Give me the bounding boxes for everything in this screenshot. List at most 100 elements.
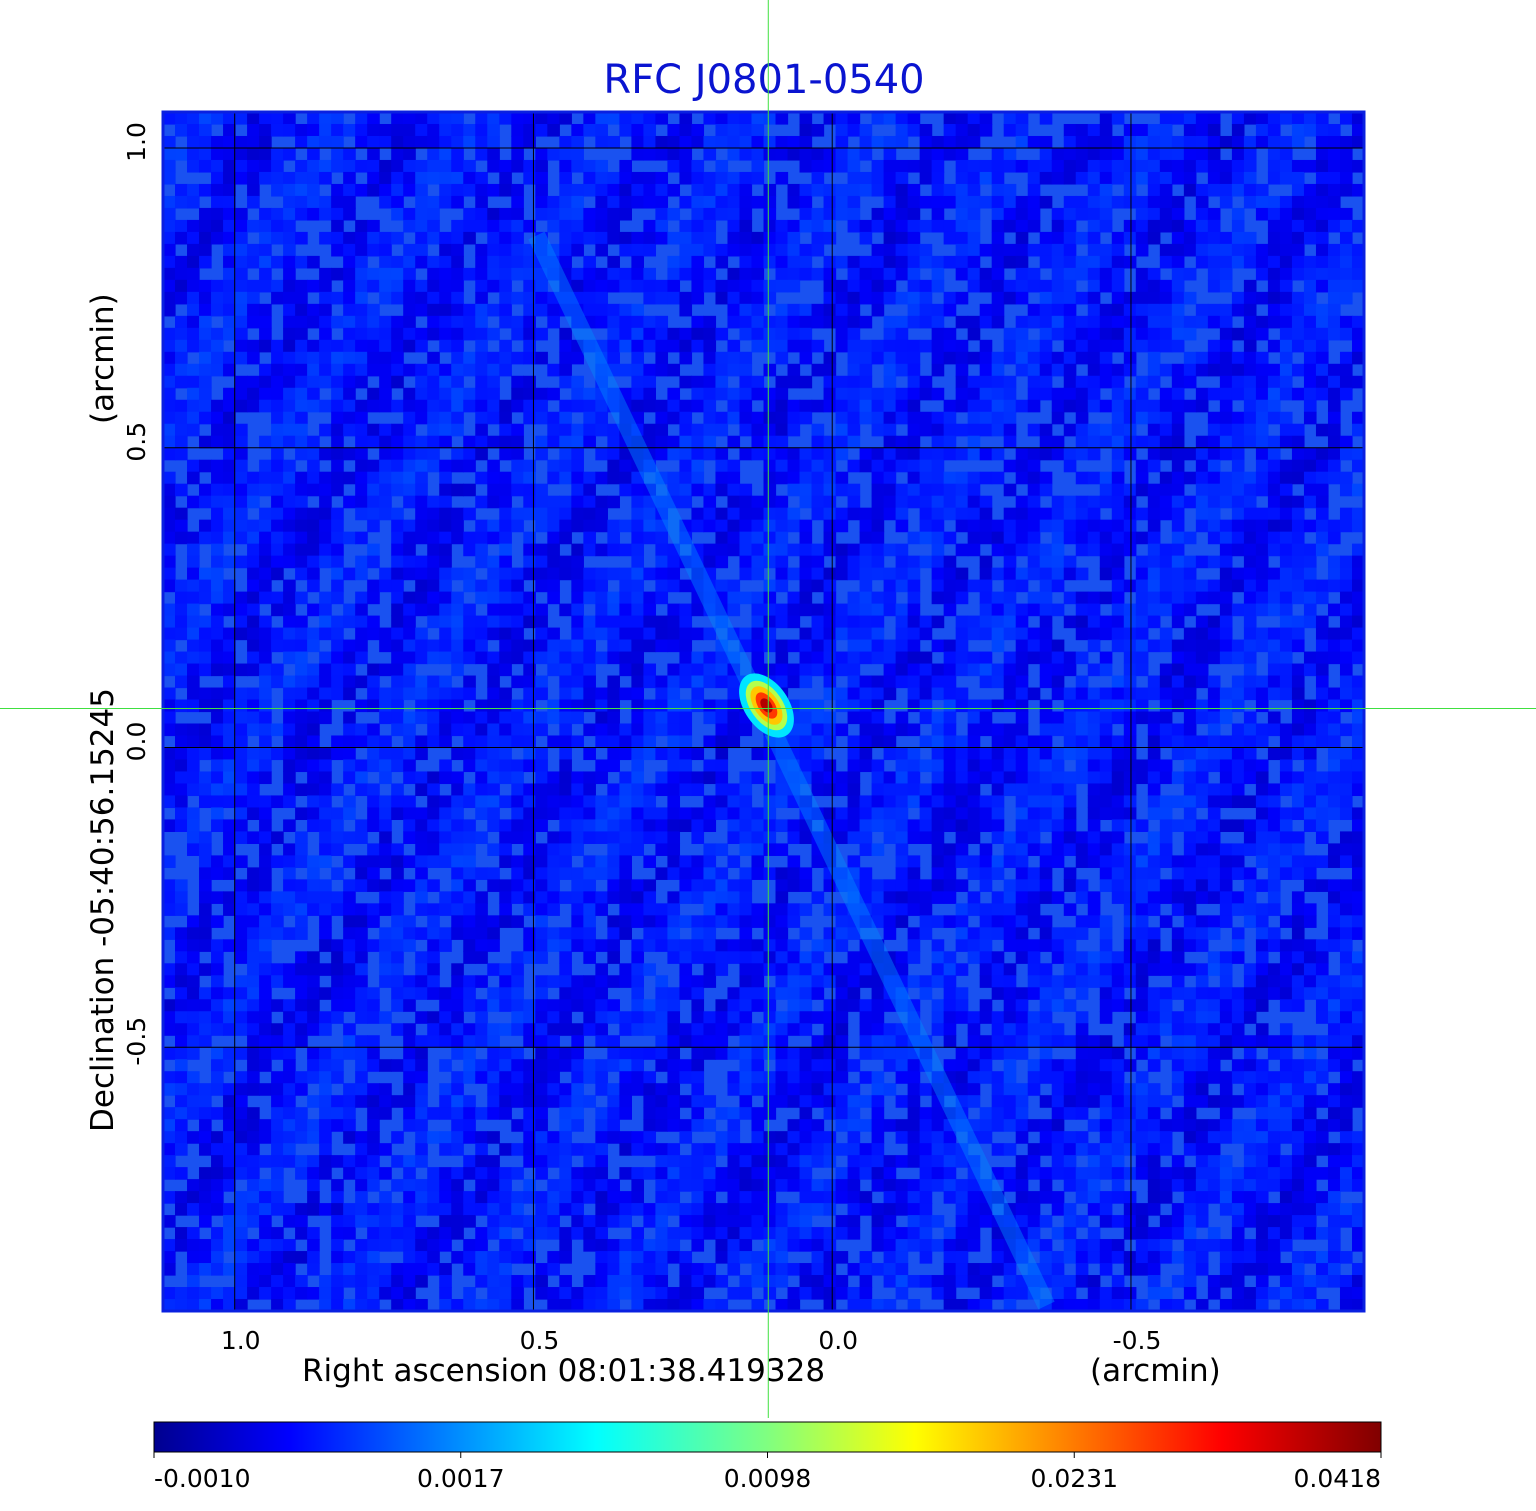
noise-pixel [487,879,500,892]
noise-pixel [895,579,909,593]
noise-pixel [607,495,620,509]
noise-pixel [511,267,524,281]
noise-pixel [607,1203,620,1216]
noise-pixel [595,807,608,821]
noise-pixel [343,183,356,197]
noise-pixel [235,1263,248,1276]
noise-pixel [295,183,308,197]
noise-pixel [631,483,644,497]
noise-pixel [211,531,224,545]
noise-pixel [283,195,296,209]
noise-pixel [859,975,873,988]
noise-pixel [499,1023,512,1036]
noise-pixel [271,447,284,461]
noise-pixel [223,195,236,209]
noise-pixel [523,507,536,521]
noise-pixel [307,1011,320,1024]
noise-pixel [343,915,356,928]
noise-pixel [439,112,452,125]
noise-pixel [727,1107,741,1120]
noise-pixel [655,639,669,653]
noise-pixel [763,1275,777,1288]
noise-pixel [235,603,248,617]
noise-pixel [415,639,428,653]
noise-pixel [907,639,921,653]
noise-pixel [427,1263,440,1276]
noise-pixel [883,903,897,916]
noise-pixel [883,1155,897,1168]
noise-pixel [679,243,693,257]
noise-pixel [799,219,813,233]
noise-pixel [283,555,296,569]
noise-pixel [655,843,669,856]
noise-pixel [163,1047,176,1060]
noise-pixel [619,423,632,437]
noise-pixel [175,939,188,952]
noise-pixel [391,627,404,641]
noise-pixel [403,112,416,125]
noise-pixel [691,567,705,581]
noise-pixel [415,1035,428,1048]
noise-pixel [331,663,344,677]
noise-pixel [295,555,308,569]
noise-pixel [559,183,572,197]
noise-pixel [859,1023,873,1036]
noise-pixel [463,975,476,988]
noise-pixel [571,339,584,353]
noise-pixel [895,327,909,341]
noise-pixel [415,279,428,293]
noise-pixel [415,843,428,856]
noise-pixel [223,351,236,365]
noise-pixel [403,183,416,197]
noise-pixel [571,279,584,293]
noise-pixel [367,435,380,449]
noise-pixel [655,1203,669,1216]
noise-pixel [667,1107,681,1120]
noise-pixel [439,819,452,832]
noise-pixel [319,699,332,713]
noise-pixel [655,627,669,641]
noise-pixel [199,783,212,797]
noise-pixel [535,327,548,341]
noise-pixel [379,1263,392,1276]
noise-pixel [271,399,284,413]
noise-pixel [463,1035,476,1048]
noise-pixel [919,339,933,353]
noise-pixel [523,1275,536,1288]
noise-pixel [715,915,729,928]
noise-pixel [427,1131,440,1144]
noise-pixel [907,615,921,629]
noise-pixel [595,1191,608,1204]
noise-pixel [787,759,801,773]
noise-pixel [271,1035,284,1048]
noise-pixel [799,747,813,761]
noise-pixel [583,1071,596,1084]
noise-pixel [883,1023,897,1036]
noise-pixel [535,1047,548,1060]
noise-pixel [655,363,669,377]
noise-pixel [415,951,428,964]
noise-pixel [835,723,849,737]
noise-pixel [559,195,572,209]
noise-pixel [535,927,548,940]
noise-pixel [919,1131,933,1144]
noise-pixel [727,795,741,809]
noise-pixel [463,543,476,557]
noise-pixel [667,639,681,653]
noise-pixel [295,399,308,413]
noise-pixel [199,1143,212,1156]
noise-pixel [415,1275,428,1288]
noise-pixel [619,1083,632,1096]
noise-pixel [403,1107,416,1120]
noise-pixel [895,112,909,125]
noise-pixel [775,879,789,892]
noise-pixel [823,711,837,725]
noise-pixel [679,519,693,533]
noise-pixel [571,1215,584,1228]
noise-pixel [355,867,368,880]
noise-pixel [343,231,356,245]
noise-pixel [847,495,861,509]
noise-pixel [403,663,416,677]
noise-pixel [391,507,404,521]
noise-pixel [871,987,885,1000]
